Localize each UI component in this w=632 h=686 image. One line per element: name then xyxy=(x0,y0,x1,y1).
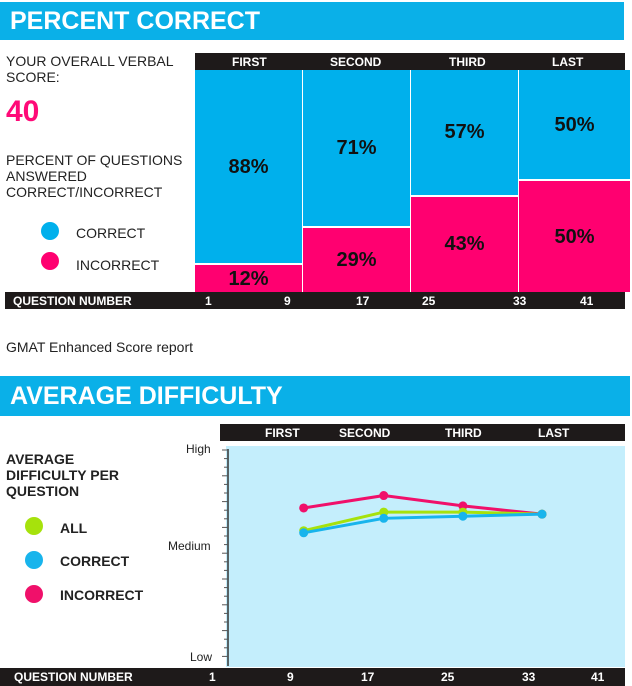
col-second: SECOND xyxy=(339,426,391,440)
bar-label-correct: 88% xyxy=(228,155,269,178)
bar-correct: 88% xyxy=(195,70,302,264)
legend-incorrect-dot xyxy=(25,585,43,603)
axis-label: QUESTION NUMBER xyxy=(13,294,132,308)
legend-correct: CORRECT xyxy=(60,553,130,569)
legend-incorrect: INCORRECT xyxy=(76,257,160,273)
difficulty-desc: AVERAGE DIFFICULTY PER QUESTION xyxy=(6,451,120,499)
x-tick: 9 xyxy=(287,670,294,684)
col-third: THIRD xyxy=(449,55,486,69)
legend-correct-dot xyxy=(25,551,43,569)
percent-desc: PERCENT OF QUESTIONS ANSWERED CORRECT/IN… xyxy=(6,152,183,200)
question-number-axis: QUESTION NUMBER 1 9 17 25 33 41 xyxy=(0,668,625,686)
score-label: YOUR OVERALL VERBAL SCORE: xyxy=(6,53,174,85)
x-tick: 25 xyxy=(441,670,455,684)
col-last: LAST xyxy=(538,426,570,440)
legend-all-dot xyxy=(25,517,43,535)
line-incorrect xyxy=(303,494,543,516)
plot-area xyxy=(226,446,625,667)
bar-column-third: 57% 43% xyxy=(411,70,518,292)
bar-label-incorrect: 12% xyxy=(228,267,269,290)
y-tick-medium: Medium xyxy=(168,539,211,553)
bar-label-incorrect: 43% xyxy=(444,233,485,256)
section-title: PERCENT CORRECT xyxy=(10,6,261,35)
line-all xyxy=(303,510,543,533)
point-correct xyxy=(299,528,309,538)
point-correct xyxy=(379,513,389,523)
bar-label-incorrect: 29% xyxy=(336,248,377,271)
average-difficulty-header: AVERAGE DIFFICULTY xyxy=(0,376,630,416)
x-tick: 17 xyxy=(356,294,370,308)
bar-incorrect: 50% xyxy=(519,181,630,292)
bar-label-correct: 71% xyxy=(336,136,377,159)
point-correct xyxy=(458,511,468,521)
score-value: 40 xyxy=(6,95,40,128)
bar-incorrect: 12% xyxy=(195,265,302,292)
legend-correct: CORRECT xyxy=(76,225,146,241)
y-tick-low: Low xyxy=(190,650,213,664)
bar-column-first: 88% 12% xyxy=(195,70,302,292)
section-title: AVERAGE DIFFICULTY xyxy=(10,381,283,410)
x-tick: 1 xyxy=(209,670,216,684)
segment-header: FIRST SECOND THIRD LAST xyxy=(195,53,625,70)
col-third: THIRD xyxy=(445,426,482,440)
x-tick: 41 xyxy=(580,294,594,308)
point-correct xyxy=(537,509,547,519)
x-tick: 17 xyxy=(361,670,375,684)
x-tick: 41 xyxy=(591,670,605,684)
col-first: FIRST xyxy=(232,55,267,69)
bar-label-correct: 50% xyxy=(554,113,595,136)
line-correct xyxy=(303,512,543,535)
x-tick: 33 xyxy=(522,670,536,684)
y-tick-high: High xyxy=(186,442,211,456)
x-tick: 25 xyxy=(422,294,436,308)
axis-label: QUESTION NUMBER xyxy=(14,670,133,684)
x-tick: 9 xyxy=(284,294,291,308)
segment-header: FIRST SECOND THIRD LAST xyxy=(220,424,625,441)
point-incorrect xyxy=(458,501,468,511)
percent-correct-header: PERCENT CORRECT xyxy=(0,2,624,40)
bar-column-last: 50% 50% xyxy=(519,70,630,292)
point-incorrect xyxy=(379,491,389,501)
x-tick: 1 xyxy=(205,294,212,308)
caption: GMAT Enhanced Score report xyxy=(6,339,194,355)
legend-incorrect-dot xyxy=(41,252,59,270)
bar-column-second: 71% 29% xyxy=(303,70,410,292)
bar-label-correct: 57% xyxy=(444,121,485,144)
bar-label-incorrect: 50% xyxy=(554,225,595,248)
legend-incorrect: INCORRECT xyxy=(60,587,144,603)
bar-incorrect: 29% xyxy=(303,227,410,292)
col-last: LAST xyxy=(552,55,584,69)
point-incorrect xyxy=(299,503,309,513)
bar-correct: 50% xyxy=(519,70,630,179)
bar-incorrect: 43% xyxy=(411,196,518,292)
point-all xyxy=(379,507,389,517)
x-tick: 33 xyxy=(513,294,527,308)
legend-all: ALL xyxy=(60,520,88,536)
bar-correct: 71% xyxy=(303,70,410,226)
legend-correct-dot xyxy=(41,222,59,240)
col-second: SECOND xyxy=(330,55,382,69)
question-number-axis: QUESTION NUMBER 1 9 17 25 33 41 xyxy=(5,292,625,309)
col-first: FIRST xyxy=(265,426,300,440)
bar-correct: 57% xyxy=(411,70,518,195)
